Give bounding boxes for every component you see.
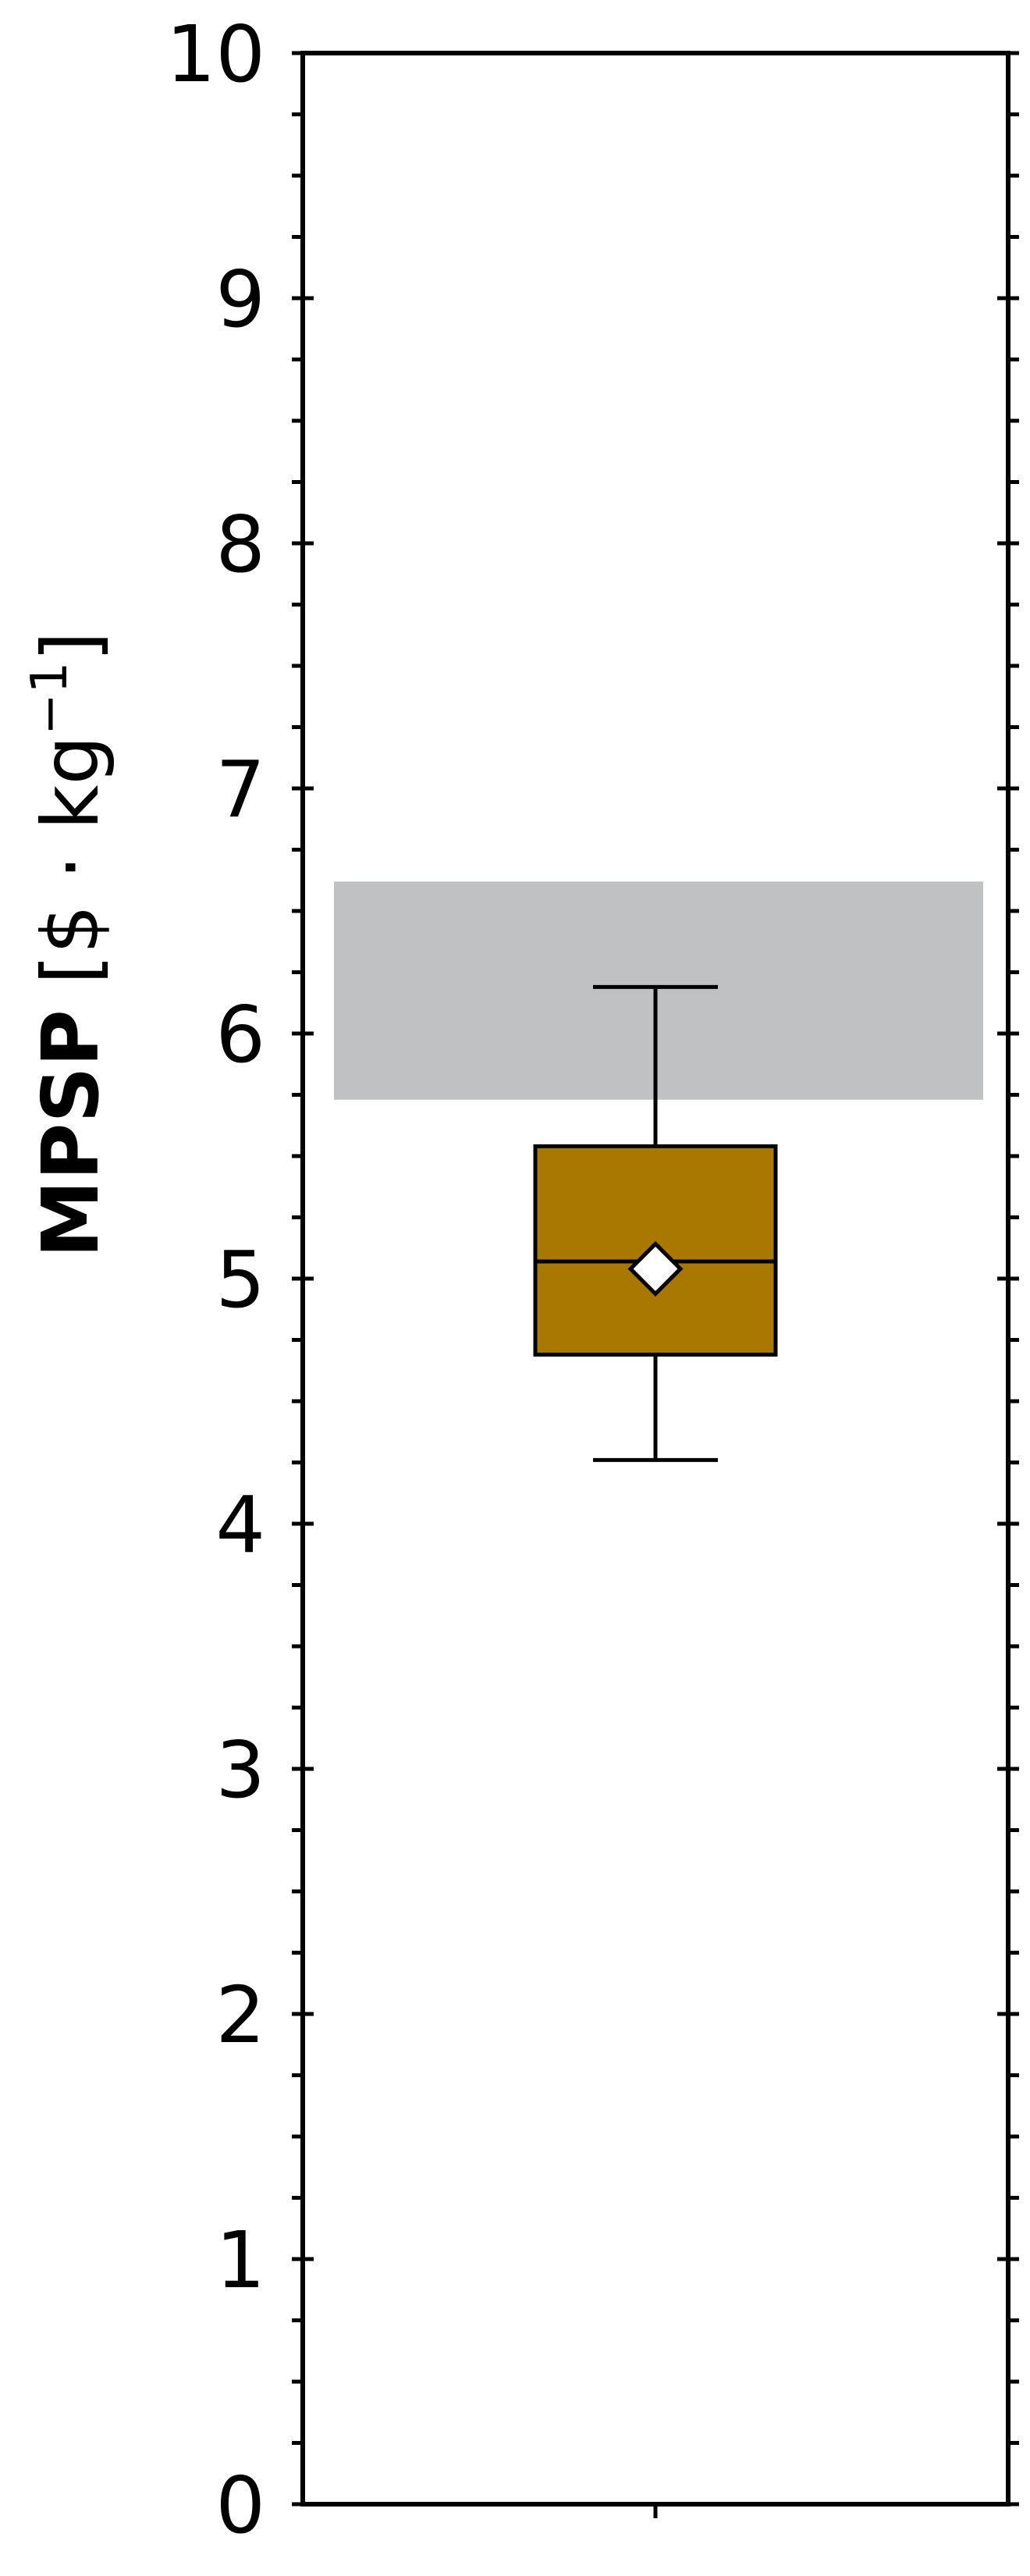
reference-band	[334, 881, 983, 1100]
y-tick-label: 10	[166, 9, 265, 100]
y-tick-label: 1	[215, 2215, 265, 2306]
y-tick-label: 9	[215, 254, 265, 345]
y-tick-label: 0	[215, 2460, 265, 2551]
y-axis-title: MPSP [$ · kg−1]	[21, 632, 116, 1258]
y-tick-label: 8	[215, 499, 265, 590]
y-tick-label: 2	[215, 1969, 265, 2061]
y-tick-label: 6	[215, 989, 265, 1080]
plot-area	[334, 881, 983, 1462]
y-tick-label: 4	[215, 1479, 265, 1571]
y-tick-label: 5	[215, 1234, 265, 1325]
y-axis-title-bold: MPSP	[25, 1009, 116, 1258]
y-axis-title-exponent: −1	[21, 662, 79, 735]
y-axis-title-close: ]	[25, 632, 116, 662]
y-tick-label: 3	[215, 1724, 265, 1816]
mean-marker	[627, 1240, 684, 1297]
y-axis-title-units: [$ · kg	[25, 735, 116, 984]
y-tick-label: 7	[215, 744, 265, 835]
